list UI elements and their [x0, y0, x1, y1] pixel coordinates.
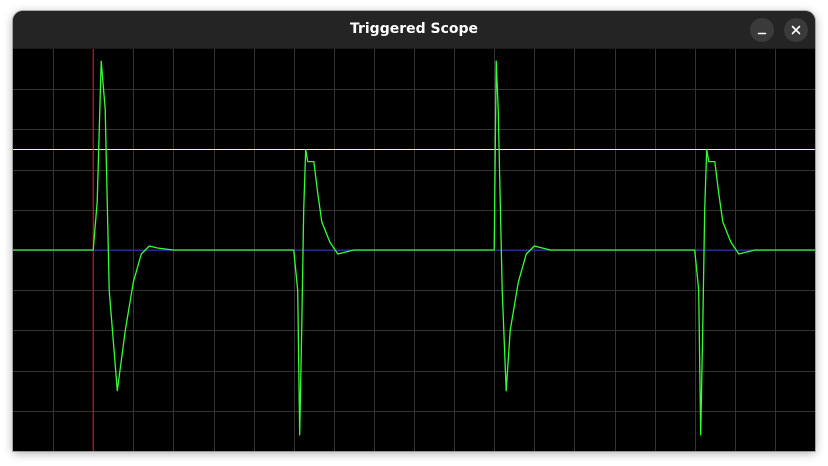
close-button[interactable] [784, 18, 808, 42]
oscilloscope-display[interactable] [13, 49, 815, 451]
minimize-icon [757, 32, 767, 35]
minimize-button[interactable] [750, 18, 774, 42]
title-bar[interactable]: Triggered Scope [13, 11, 815, 49]
scope-window: Triggered Scope [13, 11, 815, 451]
close-icon [791, 25, 801, 35]
scope-canvas [13, 49, 815, 451]
window-title: Triggered Scope [349, 21, 479, 37]
signal-trace [13, 60, 815, 436]
